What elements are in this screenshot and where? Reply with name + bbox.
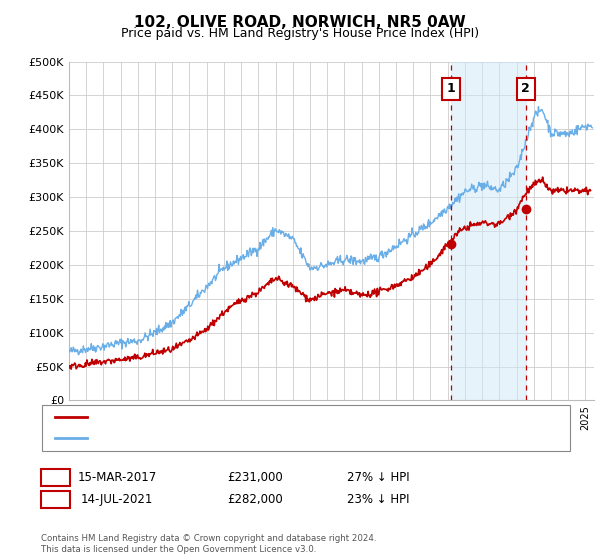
- Text: 2: 2: [51, 493, 59, 506]
- Text: 102, OLIVE ROAD, NORWICH, NR5 0AW: 102, OLIVE ROAD, NORWICH, NR5 0AW: [134, 15, 466, 30]
- Text: Price paid vs. HM Land Registry's House Price Index (HPI): Price paid vs. HM Land Registry's House …: [121, 27, 479, 40]
- Text: £231,000: £231,000: [227, 470, 283, 484]
- Bar: [451, 62, 526, 400]
- Text: 1: 1: [447, 82, 455, 95]
- Text: 23% ↓ HPI: 23% ↓ HPI: [347, 493, 409, 506]
- Text: 15-MAR-2017: 15-MAR-2017: [77, 470, 157, 484]
- Text: This data is licensed under the Open Government Licence v3.0.: This data is licensed under the Open Gov…: [41, 545, 316, 554]
- Text: £282,000: £282,000: [227, 493, 283, 506]
- Text: 14-JUL-2021: 14-JUL-2021: [81, 493, 153, 506]
- Text: 27% ↓ HPI: 27% ↓ HPI: [347, 470, 409, 484]
- Text: 2: 2: [521, 82, 530, 95]
- Text: 102, OLIVE ROAD, NORWICH, NR5 0AW (detached house): 102, OLIVE ROAD, NORWICH, NR5 0AW (detac…: [94, 412, 392, 422]
- Text: Contains HM Land Registry data © Crown copyright and database right 2024.: Contains HM Land Registry data © Crown c…: [41, 534, 376, 543]
- Text: HPI: Average price, detached house, South Norfolk: HPI: Average price, detached house, Sout…: [94, 433, 358, 444]
- Text: 1: 1: [51, 470, 59, 484]
